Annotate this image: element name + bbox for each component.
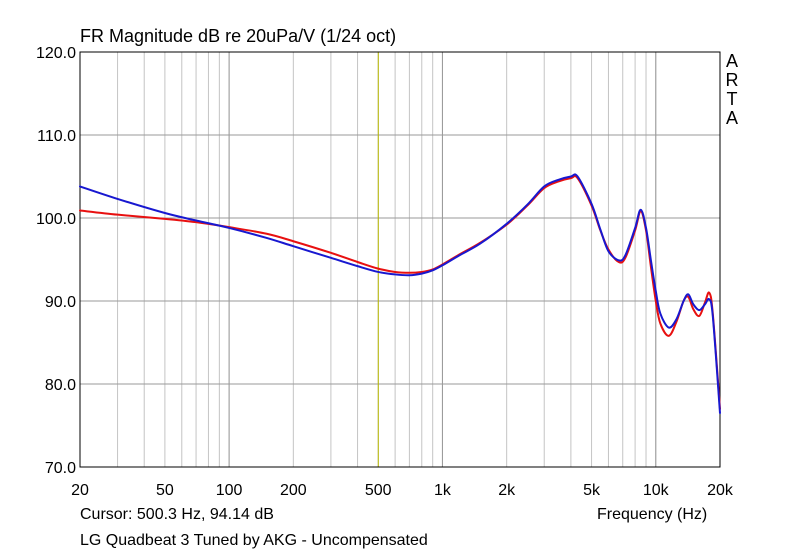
x-tick-label: 2k [498, 482, 516, 499]
x-tick-label: 500 [365, 482, 392, 499]
arta-logo: A R T A [722, 52, 742, 128]
chart-title: FR Magnitude dB re 20uPa/V (1/24 oct) [80, 26, 397, 46]
x-tick-label: 1k [434, 482, 452, 499]
y-tick-label: 90.0 [45, 294, 76, 311]
x-tick-label: 200 [280, 482, 307, 499]
x-tick-label: 10k [643, 482, 670, 499]
logo-letter: T [726, 89, 738, 109]
x-tick-label: 100 [216, 482, 243, 499]
chart-caption: LG Quadbeat 3 Tuned by AKG - Uncompensat… [80, 532, 428, 549]
logo-letter: R [725, 70, 739, 90]
logo-letter: A [725, 108, 738, 128]
x-tick-label: 50 [156, 482, 174, 499]
x-tick-label: 20 [71, 482, 89, 499]
cursor-readout: Cursor: 500.3 Hz, 94.14 dB [80, 506, 274, 523]
series-line [79, 175, 721, 410]
y-tick-label: 80.0 [45, 377, 76, 394]
plot-frame [79, 51, 721, 468]
y-tick-label: 110.0 [37, 128, 76, 145]
x-axis-label: Frequency (Hz) [597, 506, 708, 523]
y-tick-label: 70.0 [45, 460, 76, 477]
y-tick-label: 100.0 [36, 211, 76, 228]
logo-letter: A [725, 51, 738, 71]
x-tick-label: 20k [707, 482, 734, 499]
x-tick-label: 5k [583, 482, 601, 499]
y-tick-label: 120.0 [36, 45, 76, 62]
series-line [79, 173, 721, 415]
